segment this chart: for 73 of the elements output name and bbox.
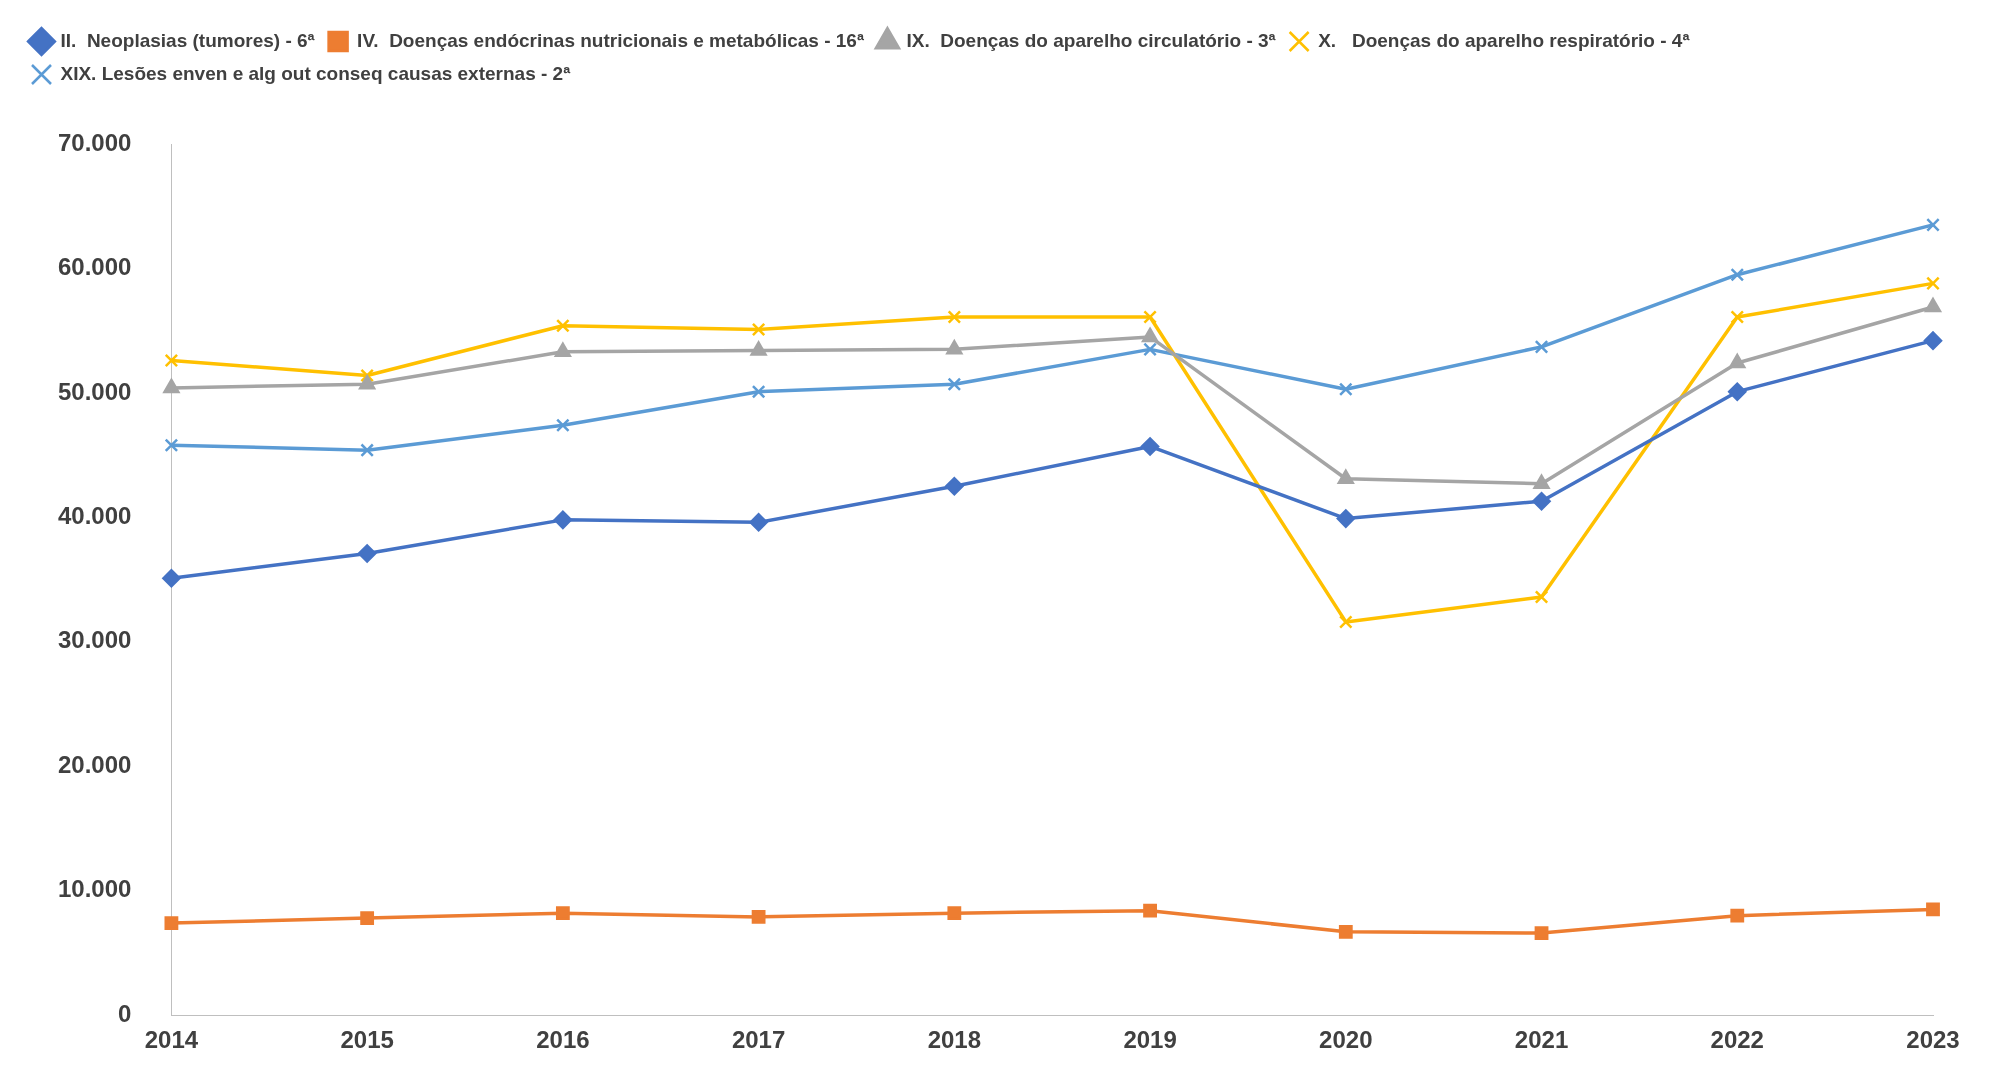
point	[1923, 331, 1943, 350]
y-tick-label: 10.000	[58, 875, 132, 903]
point	[1141, 327, 1159, 343]
point	[1730, 267, 1745, 282]
point	[164, 353, 179, 368]
y-tick-label: 30.000	[58, 626, 132, 654]
point	[1338, 924, 1353, 939]
x-tick-label: 2020	[1319, 1026, 1373, 1054]
point	[749, 513, 768, 532]
point	[555, 418, 570, 433]
x-tick-label: 2022	[1710, 1026, 1764, 1054]
point	[360, 911, 375, 926]
x-tick-label: 2014	[144, 1026, 199, 1054]
legend-label: II. Neoplasias (tumores) - 6ª	[60, 29, 316, 51]
point	[1337, 469, 1354, 485]
x-tick-label: 2019	[1123, 1026, 1177, 1054]
x-tick-label: 2017	[731, 1026, 786, 1054]
point	[1338, 615, 1353, 629]
point	[1924, 297, 1942, 313]
y-tick-label: 70.000	[58, 128, 132, 156]
point	[1926, 902, 1940, 917]
point	[1336, 509, 1356, 528]
point	[1143, 342, 1157, 357]
point	[945, 477, 964, 496]
point	[164, 438, 179, 453]
point	[751, 909, 766, 924]
legend-label: X. Doenças do aparelho respiratório - 4ª	[1318, 29, 1691, 51]
point	[1534, 926, 1549, 940]
point	[555, 906, 570, 921]
point	[1338, 382, 1353, 397]
legend-label: IV. Doenças endócrinas nutricionais e metabólicas - 16ª	[357, 29, 865, 51]
point	[360, 368, 375, 383]
point	[750, 341, 767, 356]
x-tick-label: 2021	[1514, 1026, 1569, 1054]
point	[946, 340, 963, 355]
point	[1926, 276, 1940, 291]
point	[751, 322, 766, 337]
point	[358, 374, 376, 390]
point	[1533, 474, 1550, 490]
point	[360, 443, 375, 458]
point	[555, 318, 570, 333]
legend-label: XIX. Lesões enven e alg out conseq causas externas - 2ª	[60, 62, 572, 84]
x-tick-label: 2016	[536, 1026, 590, 1054]
point	[357, 544, 377, 563]
point	[1730, 908, 1745, 923]
point	[1534, 590, 1549, 604]
y-tick-label: 0	[118, 999, 132, 1027]
x-tick-label: 2015	[340, 1026, 394, 1054]
point	[947, 310, 962, 324]
point	[1728, 382, 1747, 401]
point	[553, 510, 573, 530]
point	[1143, 310, 1157, 324]
point	[947, 377, 962, 392]
point	[554, 342, 572, 358]
x-tick-label: 2023	[1906, 1026, 1960, 1054]
point	[1532, 491, 1551, 511]
y-tick-label: 20.000	[58, 750, 132, 778]
point	[947, 906, 962, 921]
y-tick-label: 40.000	[58, 502, 132, 529]
point	[1730, 310, 1745, 324]
point	[1926, 217, 1940, 232]
point	[1534, 339, 1549, 354]
point	[164, 916, 179, 931]
point	[751, 384, 766, 399]
y-tick-label: 60.000	[58, 253, 132, 281]
point	[163, 378, 180, 394]
y-tick-label: 50.000	[58, 377, 132, 405]
point	[1140, 437, 1160, 456]
point	[1729, 353, 1746, 369]
x-tick-label: 2018	[927, 1026, 982, 1054]
legend-label: IX. Doenças do aparelho circulatório - 3ª	[906, 29, 1277, 51]
point	[162, 569, 181, 588]
point	[1143, 903, 1157, 918]
